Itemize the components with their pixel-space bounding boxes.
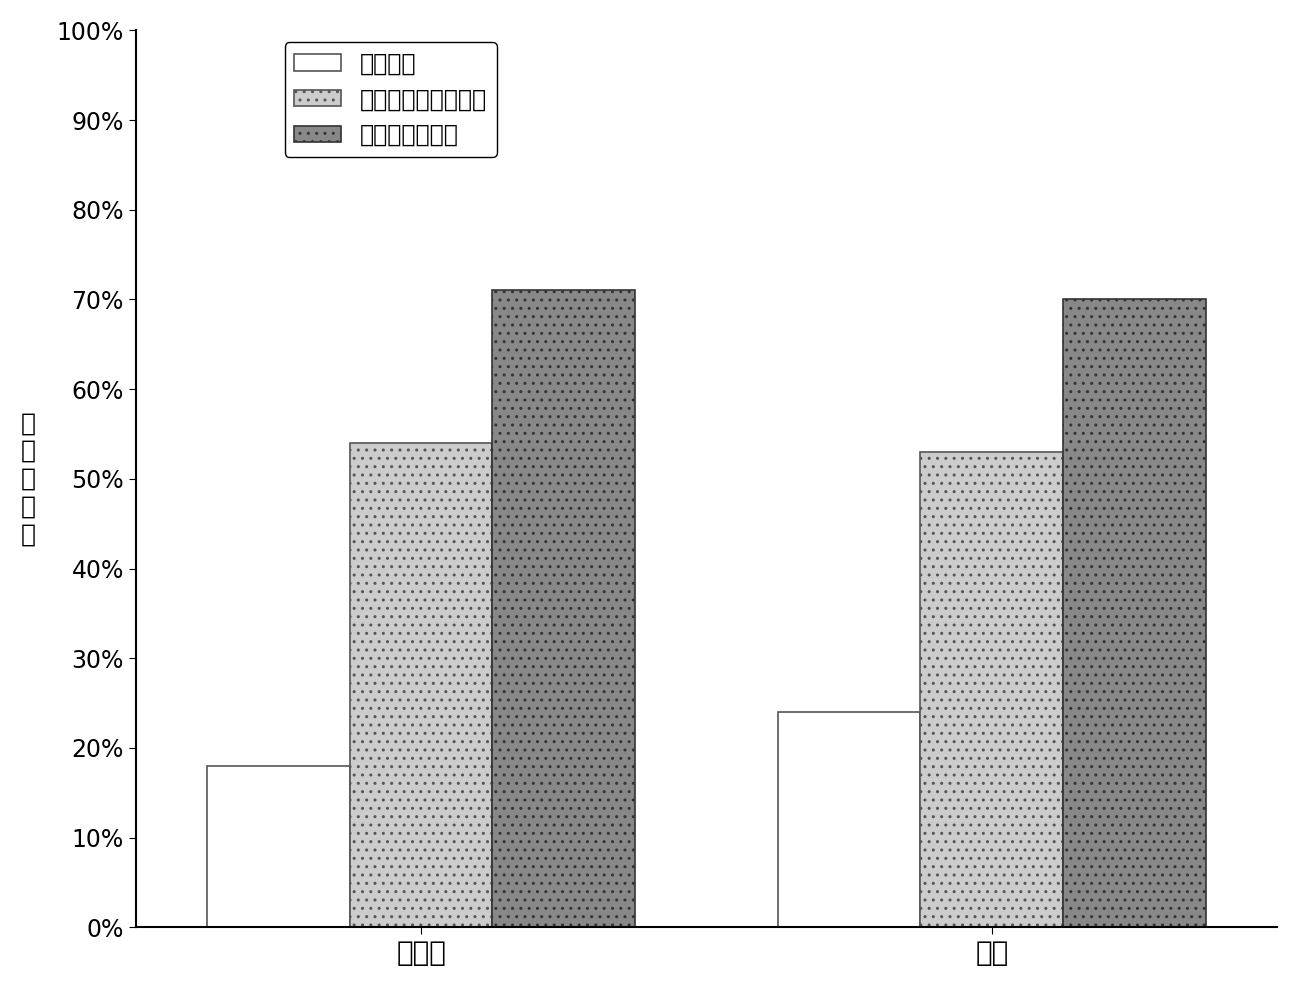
Bar [208, 766, 349, 928]
Bar [492, 290, 635, 928]
Bar [778, 712, 920, 928]
Legend: 未预处理, 相同条件稀酸预处理, 本实施例预处理: 未预处理, 相同条件稀酸预处理, 本实施例预处理 [284, 42, 497, 157]
Bar [920, 452, 1063, 928]
Bar [349, 443, 492, 928]
Bar [1063, 299, 1206, 928]
Y-axis label: 酶
解
转
化
率: 酶 解 转 化 率 [21, 411, 36, 546]
